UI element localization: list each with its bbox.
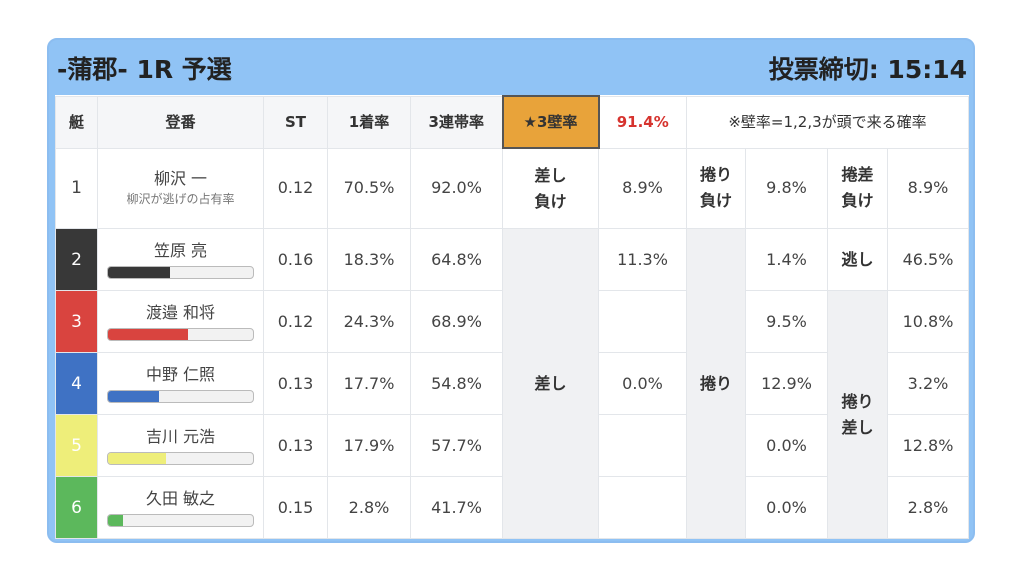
cell: 逃し <box>827 228 888 291</box>
cell: 46.5% <box>887 228 969 291</box>
cell: 2 <box>55 228 98 291</box>
col-header: 3連帯率 <box>410 95 503 149</box>
cell: 64.8% <box>410 228 503 291</box>
racer-name: 中野 仁照 <box>145 365 216 384</box>
cell <box>598 476 687 539</box>
cell: 17.9% <box>327 414 411 477</box>
cell: 0.13 <box>263 414 328 477</box>
cell <box>598 290 687 353</box>
bar-track <box>107 266 254 279</box>
cell: 57.7% <box>410 414 503 477</box>
cell: 54.8% <box>410 352 503 415</box>
cell: 9.5% <box>745 290 828 353</box>
cell: 12.8% <box>887 414 969 477</box>
cell: 4 <box>55 352 98 415</box>
title: -蒲郡- 1R 予選 <box>57 54 232 84</box>
col-header: 艇 <box>55 95 98 149</box>
cell: 5 <box>55 414 98 477</box>
cell: 41.7% <box>410 476 503 539</box>
cell: 3 <box>55 290 98 353</box>
cell: 中野 仁照 <box>97 352 264 415</box>
col-header: 1着率 <box>327 95 411 149</box>
racer-name: 渡邉 和将 <box>145 303 216 322</box>
cell: 捲り <box>686 228 746 539</box>
row: 3 渡邉 和将 0.12 24.3% 68.9% 9.5% 捲り 差し 10.8% <box>55 290 969 539</box>
cell: 6 <box>55 476 98 539</box>
cell <box>598 414 687 477</box>
cell: 捲差 負け <box>827 147 888 229</box>
cell: 0.0% <box>745 476 828 539</box>
race-table: 艇 登番 ST 1着率 3連帯率 ★3壁率 91.4% ※壁率=1,2,3が頭で… <box>55 95 969 539</box>
deadline: 投票締切: 15:14 <box>768 54 967 84</box>
cell: 0.15 <box>263 476 328 539</box>
bar <box>108 453 166 464</box>
racer-note: 柳沢が逃げの占有率 <box>126 192 235 207</box>
cell: 0.12 <box>263 147 328 229</box>
cell: 捲り 差し <box>827 290 888 539</box>
racer-name: 久田 敏之 <box>145 489 216 508</box>
cell: 1 <box>55 147 98 229</box>
cell: 1.4% <box>745 228 828 291</box>
note: ※壁率=1,2,3が頭で来る確率 <box>686 95 969 149</box>
header: -蒲郡- 1R 予選 投票締切: 15:14 <box>49 40 973 95</box>
cell: 12.9% <box>745 352 828 415</box>
wall-rate: 91.4% <box>598 95 687 149</box>
bar <box>108 329 188 340</box>
col-header: ★3壁率 <box>501 95 600 149</box>
row: 6 久田 敏之 0.15 2.8% 41.7% 0.0% 2.8% <box>55 476 969 539</box>
bar-track <box>107 390 254 403</box>
cell: 70.5% <box>327 147 411 229</box>
cell: 渡邉 和将 <box>97 290 264 353</box>
cell: 差し <box>502 228 599 539</box>
bar <box>108 267 171 278</box>
bar-track <box>107 452 254 465</box>
col-header: ST <box>263 95 328 149</box>
cell: 0.13 <box>263 352 328 415</box>
cell: 92.0% <box>410 147 503 229</box>
cell: 3.2% <box>887 352 969 415</box>
cell: 8.9% <box>598 147 687 229</box>
bar-track <box>107 328 254 341</box>
race-card: -蒲郡- 1R 予選 投票締切: 15:14 艇 登番 ST 1着率 3連帯率 … <box>47 38 975 543</box>
cell: 0.12 <box>263 290 328 353</box>
cell: 柳沢 一柳沢が逃げの占有率 <box>97 147 264 229</box>
cell: 差し 負け <box>502 147 599 229</box>
cell: 久田 敏之 <box>97 476 264 539</box>
cell: 24.3% <box>327 290 411 353</box>
cell: 18.3% <box>327 228 411 291</box>
bar-track <box>107 514 254 527</box>
bar <box>108 391 159 402</box>
cell: 11.3% <box>598 228 687 291</box>
racer-name: 柳沢 一 <box>153 169 208 189</box>
cell: 17.7% <box>327 352 411 415</box>
bar <box>108 515 123 526</box>
cell: 2.8% <box>327 476 411 539</box>
cell: 0.0% <box>598 352 687 415</box>
cell: 8.9% <box>887 147 969 229</box>
row: 4 中野 仁照 0.13 17.7% 54.8% 0.0% 12.9% 3.2% <box>55 352 969 415</box>
row: 2 笠原 亮 0.16 18.3% 64.8% 差し 11.3% 捲り 1.4% 逃し 46.5% <box>55 228 969 539</box>
cell: 10.8% <box>887 290 969 353</box>
cell: 68.9% <box>410 290 503 353</box>
cell: 笠原 亮 <box>97 228 264 291</box>
cell: 2.8% <box>887 476 969 539</box>
racer-name: 笠原 亮 <box>153 241 208 260</box>
row: 1 柳沢 一柳沢が逃げの占有率 0.12 70.5% 92.0% 差し 負け 8.9% 捲り … <box>55 147 969 229</box>
cell: 捲り 負け <box>686 147 746 229</box>
cell: 0.16 <box>263 228 328 291</box>
cell: 吉川 元浩 <box>97 414 264 477</box>
col-header: 登番 <box>97 95 264 149</box>
cell: 9.8% <box>745 147 828 229</box>
cell: 0.0% <box>745 414 828 477</box>
racer-name: 吉川 元浩 <box>145 427 216 446</box>
